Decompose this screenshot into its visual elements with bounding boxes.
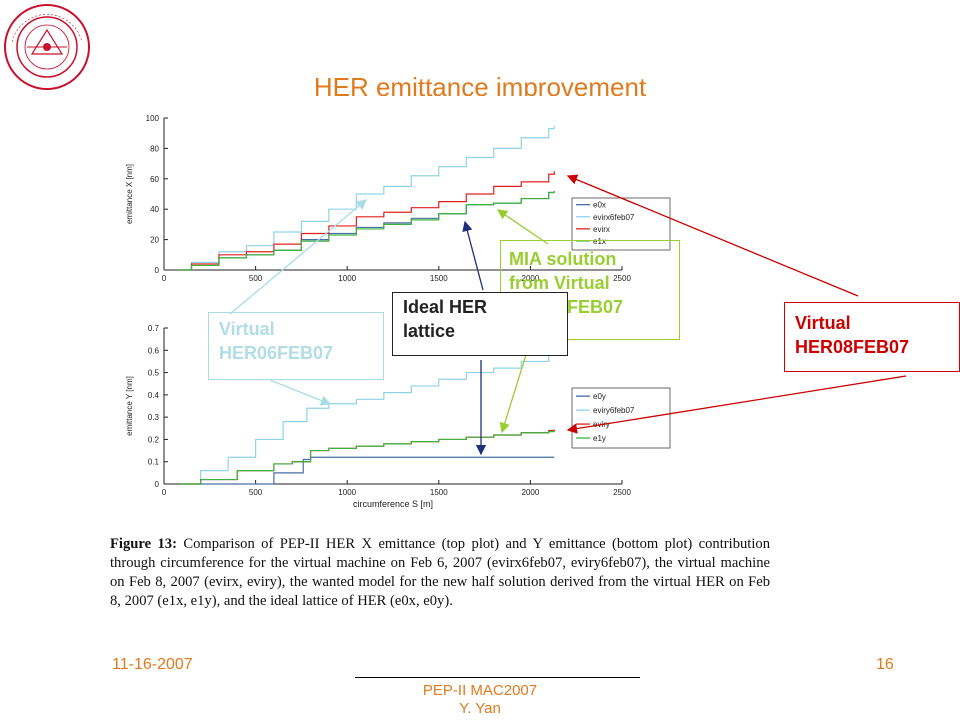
footer-conference: PEP-II MAC2007 <box>422 682 538 699</box>
x-tick-label: 2000 <box>522 488 540 497</box>
arrow-to-eviry6feb07 <box>269 379 332 406</box>
y-tick-label: 20 <box>150 236 159 245</box>
legend-label: evirx <box>593 225 610 234</box>
y-tick-label: 0 <box>155 266 160 275</box>
annotation-virtual-her08feb07: Virtual HER08FEB07 <box>784 302 960 372</box>
legend-label: e0y <box>593 392 606 401</box>
annotation-virtual-her06feb07: Virtual HER06FEB07 <box>208 312 384 380</box>
y-tick-label: 0.5 <box>148 369 160 378</box>
footer-date: 11-16-2007 <box>112 656 193 673</box>
x-tick-label: 2500 <box>613 274 631 283</box>
legend-label: e0x <box>593 201 606 210</box>
legend-label: eviry6feb07 <box>593 406 635 415</box>
x-tick-label: 2500 <box>613 488 631 497</box>
y-tick-label: 0.7 <box>148 324 160 333</box>
slide-title: HER emittance improvement <box>313 72 647 96</box>
legend-label: e1y <box>593 434 606 443</box>
x-tick-label: 500 <box>249 274 263 283</box>
annotation-line: Virtual <box>795 313 851 333</box>
x-tick-label: 0 <box>162 274 167 283</box>
caption-label: Figure 13: <box>110 536 177 552</box>
arrow-to-e1x <box>496 209 549 245</box>
y-tick-label: 100 <box>146 114 160 123</box>
x-tick-label: 1000 <box>338 274 356 283</box>
y-tick-label: 0 <box>155 480 160 489</box>
series-line-evirx6feb07 <box>178 125 555 271</box>
annotation-line: HER08FEB07 <box>795 337 910 357</box>
figure-caption: Figure 13: Comparison of PEP-II HER X em… <box>110 535 770 611</box>
footer-author: Y. Yan <box>459 700 501 717</box>
y-tick-label: 40 <box>150 205 159 214</box>
series-line-evirx <box>178 171 555 271</box>
page-number: 16 <box>876 656 894 673</box>
y-axis-label: emittance Y [nm] <box>125 376 134 436</box>
annotation-arrows <box>229 174 907 456</box>
slac-seal-logo <box>4 4 90 90</box>
annotation-line: Ideal HER <box>403 297 488 317</box>
y-tick-label: 80 <box>150 144 159 153</box>
x-tick-label: 1000 <box>338 488 356 497</box>
legend-label: e1x <box>593 237 606 246</box>
arrow-to-evirx <box>566 174 859 297</box>
x-axis-label: circumference S [m] <box>353 499 433 509</box>
footer-divider <box>355 677 640 678</box>
x-tick-label: 500 <box>249 488 263 497</box>
x-tick-label: 1500 <box>430 274 448 283</box>
arrow-to-evirx6feb07 <box>229 199 367 315</box>
caption-text: Comparison of PEP-II HER X emittance (to… <box>110 536 770 609</box>
y-tick-label: 0.2 <box>148 435 160 444</box>
y-tick-label: 0.6 <box>148 346 160 355</box>
series-line-e1x <box>178 190 555 271</box>
x-tick-label: 0 <box>162 488 167 497</box>
y-axis-label: emittance X [nm] <box>125 164 134 224</box>
annotation-line: lattice <box>403 321 456 341</box>
arrow-to-e0x <box>462 220 484 291</box>
y-tick-label: 0.3 <box>148 413 160 422</box>
x-tick-label: 1500 <box>430 488 448 497</box>
y-tick-label: 0.1 <box>148 458 160 467</box>
arrow-to-e1y <box>499 341 531 434</box>
annotation-ideal-her-lattice: Ideal HER lattice <box>392 292 568 356</box>
legend-label: evirx6feb07 <box>593 213 635 222</box>
y-tick-label: 60 <box>150 175 159 184</box>
legend-box <box>571 387 671 449</box>
emittance-y-plot: 0 500 1000 1500 2000 2500 0 0.1 0.2 0.3 0.4 0.5 0.6 0… <box>125 324 671 509</box>
y-tick-label: 0.4 <box>148 391 160 400</box>
emittance-x-plot: 0 500 1000 1500 2000 2500 0 20 40 60 80 100 emittanc… <box>125 114 671 283</box>
x-tick-label: 2000 <box>522 274 540 283</box>
annotation-line: HER06FEB07 <box>219 343 334 363</box>
arrow-to-eviry <box>566 375 907 434</box>
annotation-line: Virtual <box>219 319 275 339</box>
series-line-e1y <box>178 430 555 485</box>
legend-box <box>571 197 671 251</box>
annotation-line: MIA solution <box>509 249 617 269</box>
annotation-line: from Virtual <box>509 273 610 293</box>
